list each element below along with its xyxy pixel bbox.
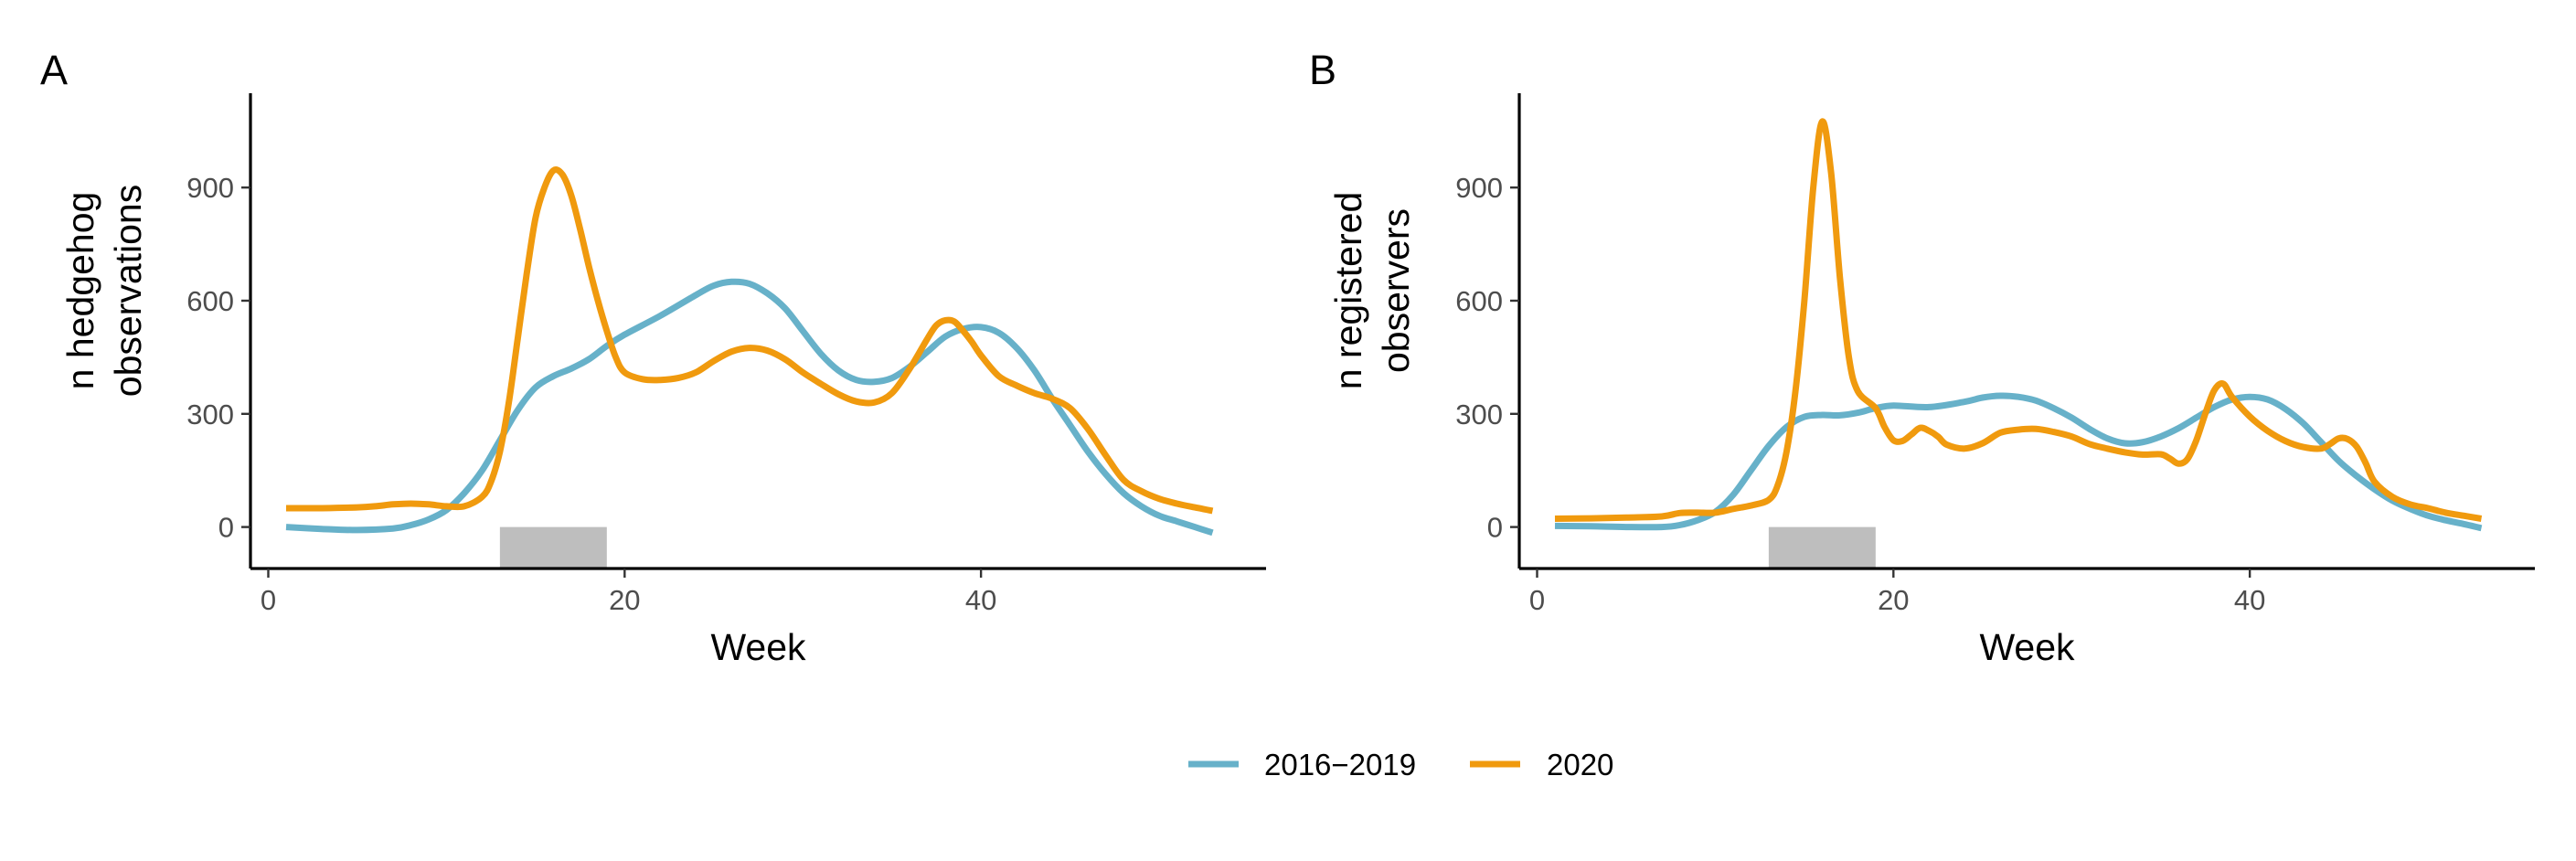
shaded-period <box>1768 526 1876 569</box>
legend: 2016−2019 2020 <box>1188 748 1613 781</box>
y-axis-title: n registered <box>1327 192 1369 390</box>
y-axis-title: observers <box>1375 208 1417 373</box>
panel-b: B 0 300 600 900 0 20 40 Week n registered observer… <box>1309 47 2535 668</box>
y-tick-label: 600 <box>186 285 234 317</box>
y-axis-title: n hedgehog <box>59 192 101 390</box>
panel-tag: A <box>40 47 68 93</box>
y-tick-label: 300 <box>1455 399 1503 430</box>
y-tick-label: 0 <box>218 512 234 544</box>
y-tick-label: 900 <box>186 172 234 204</box>
shaded-period <box>499 526 607 569</box>
y-tick-label: 300 <box>186 399 234 430</box>
y-tick-label: 600 <box>1455 285 1503 317</box>
x-axis-title: Week <box>1979 626 2075 668</box>
panel-tag: B <box>1309 47 1336 93</box>
x-tick-label: 0 <box>1529 584 1545 616</box>
x-tick-label: 20 <box>1878 584 1909 616</box>
x-tick-label: 40 <box>2234 584 2265 616</box>
x-tick-label: 20 <box>609 584 640 616</box>
y-axis-title: observations <box>107 185 149 397</box>
series-line-2016-2019 <box>1554 392 2483 532</box>
legend-label-2016-2019: 2016−2019 <box>1264 748 1416 781</box>
series-line-2020 <box>285 166 1214 515</box>
x-axis-title: Week <box>710 626 806 668</box>
series-line-2020 <box>1554 118 2483 522</box>
legend-label-2020: 2020 <box>1547 748 1613 781</box>
y-tick-label: 0 <box>1487 512 1503 544</box>
y-tick-label: 900 <box>1455 172 1503 204</box>
x-tick-label: 0 <box>261 584 276 616</box>
panel-a: A 0 300 600 900 0 20 40 Week n hedgehog observatio… <box>40 47 1266 668</box>
x-tick-label: 40 <box>965 584 996 616</box>
series-line-2016-2019 <box>285 278 1214 537</box>
